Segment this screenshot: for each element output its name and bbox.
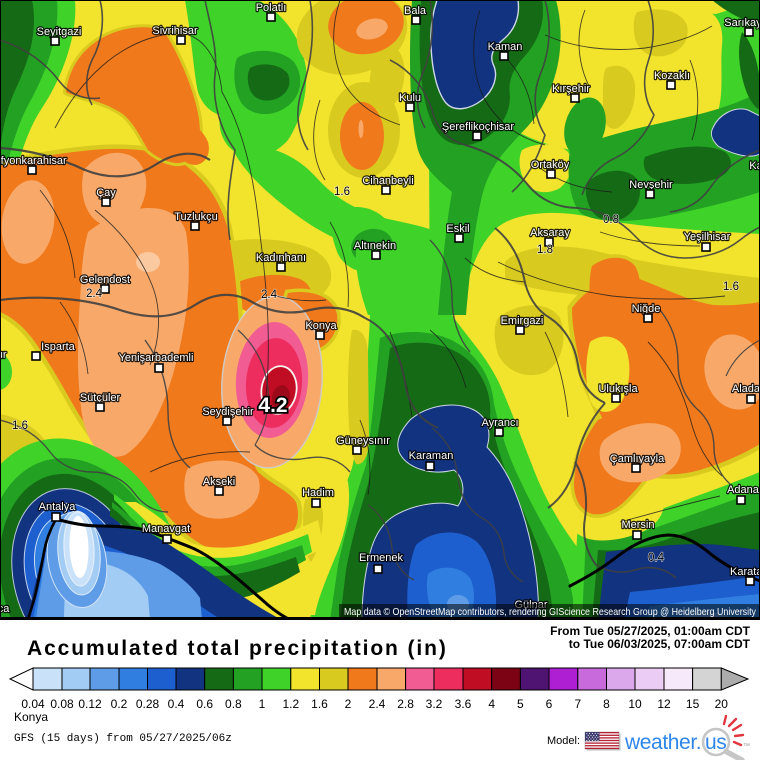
svg-text:Kozaklı: Kozaklı xyxy=(654,70,690,82)
svg-text:Kadınhanı: Kadınhanı xyxy=(256,252,306,264)
svg-text:1.6: 1.6 xyxy=(334,186,350,198)
svg-text:Polatlı: Polatlı xyxy=(256,2,287,14)
svg-text:Yeşilhisar: Yeşilhisar xyxy=(684,231,731,243)
svg-text:Nevşehir: Nevşehir xyxy=(629,179,673,191)
svg-text:Burdur: Burdur xyxy=(0,349,7,361)
svg-text:Şereflikoçhisar: Şereflikoçhisar xyxy=(442,121,514,133)
svg-text:Adana: Adana xyxy=(727,484,760,496)
svg-text:Sivrihisar: Sivrihisar xyxy=(152,25,198,37)
svg-text:Kaman: Kaman xyxy=(488,41,523,53)
svg-text:Çay: Çay xyxy=(96,187,116,199)
svg-text:Manavgat: Manavgat xyxy=(142,523,190,535)
svg-text:Mersin: Mersin xyxy=(621,519,654,531)
svg-text:1.6: 1.6 xyxy=(12,420,28,432)
svg-text:Aladağ: Aladağ xyxy=(732,383,760,395)
svg-text:0.8: 0.8 xyxy=(603,214,619,226)
svg-text:weather.: weather. xyxy=(624,731,701,754)
svg-text:Karaman: Karaman xyxy=(409,450,454,462)
svg-text:2.4: 2.4 xyxy=(261,289,278,301)
svg-text:Akseki: Akseki xyxy=(203,476,235,488)
svg-text:Bala: Bala xyxy=(404,5,427,17)
svg-text:Isparta: Isparta xyxy=(41,341,76,353)
svg-text:Map data © OpenStreetMap contr: Map data © OpenStreetMap contributors, r… xyxy=(344,606,757,618)
svg-text:Çamlıyayla: Çamlıyayla xyxy=(610,453,665,465)
svg-text:Tuzlukçu: Tuzlukçu xyxy=(174,211,218,223)
svg-text:Karataş: Karataş xyxy=(730,566,760,578)
svg-text:Ka: Ka xyxy=(749,160,760,172)
svg-text:Ayrancı: Ayrancı xyxy=(481,417,518,429)
svg-text:Afyonkarahisar: Afyonkarahisar xyxy=(0,155,67,167)
svg-text:2.4: 2.4 xyxy=(86,288,103,300)
svg-text:Eskil: Eskil xyxy=(446,223,469,235)
svg-text:Emirgazi: Emirgazi xyxy=(501,315,544,327)
svg-text:Aksaray: Aksaray xyxy=(530,227,570,239)
svg-text:Antalya: Antalya xyxy=(39,501,77,513)
svg-text:Hadim: Hadim xyxy=(302,487,334,499)
svg-text:0.4: 0.4 xyxy=(648,552,665,564)
svg-text:1.6: 1.6 xyxy=(723,281,739,293)
svg-text:Altınekin: Altınekin xyxy=(354,240,396,252)
svg-text:Kırşehir: Kırşehir xyxy=(552,83,590,95)
svg-text:Gelendost: Gelendost xyxy=(80,274,130,286)
svg-text:4.2: 4.2 xyxy=(258,394,287,417)
svg-text:Seyitgazi: Seyitgazi xyxy=(37,26,82,38)
svg-text:us: us xyxy=(705,731,726,754)
svg-text:™: ™ xyxy=(743,743,750,750)
svg-text:1.8: 1.8 xyxy=(537,244,553,256)
svg-text:Ermenek: Ermenek xyxy=(359,552,404,564)
svg-text:Cihanbeyli: Cihanbeyli xyxy=(362,175,413,187)
svg-text:Niğde: Niğde xyxy=(632,303,661,315)
svg-text:Sarıkaya: Sarıkaya xyxy=(724,17,760,29)
svg-text:Sütçüler: Sütçüler xyxy=(80,392,121,404)
svg-text:Kumluca: Kumluca xyxy=(0,603,10,615)
svg-text:Güneysınır: Güneysınır xyxy=(336,435,390,447)
svg-text:Ortaköy: Ortaköy xyxy=(531,159,570,171)
svg-text:Ulukışla: Ulukışla xyxy=(598,383,638,395)
svg-text:Kulu: Kulu xyxy=(399,92,421,104)
svg-text:Konya: Konya xyxy=(305,320,337,332)
svg-text:Seydişehir: Seydişehir xyxy=(202,406,254,418)
svg-text:Yenişarbademli: Yenişarbademli xyxy=(119,352,194,364)
